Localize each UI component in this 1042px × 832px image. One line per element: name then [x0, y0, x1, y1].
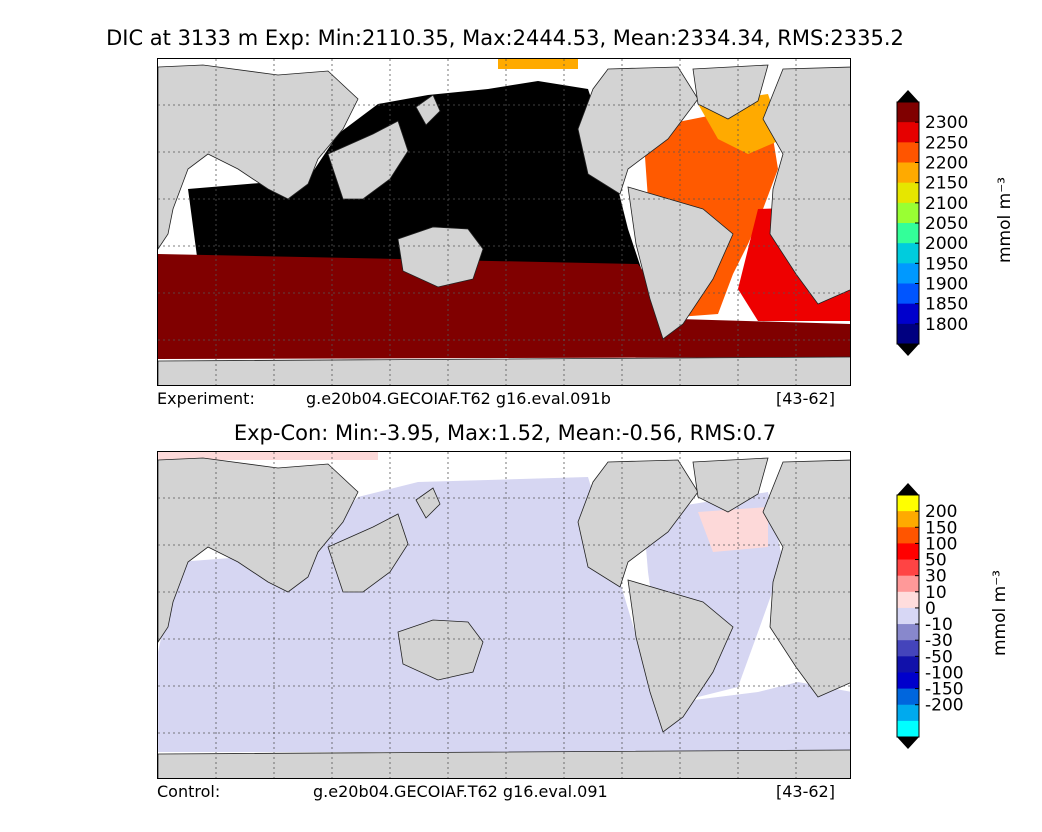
- top-colorbar-segment: [897, 122, 919, 143]
- bottom-colorbar-tick-label: -100: [925, 663, 964, 683]
- bottom-colorbar-segment: [897, 704, 919, 722]
- top-colorbar-segment: [897, 142, 919, 163]
- top-colorbar-tick-label: 2000: [925, 234, 968, 254]
- top-colorbar-segment: [897, 182, 919, 204]
- bottom-colorbar-tick-label: 10: [925, 583, 947, 603]
- top-panel-title: DIC at 3133 m Exp: Min:2110.35, Max:2444…: [106, 26, 904, 50]
- bottom-colorbar-segment: [897, 559, 919, 577]
- bottom-colorbar-segment: [897, 624, 919, 641]
- bottom-caption-case-name: g.e20b04.GECOIAF.T62 g16.eval.091: [313, 782, 608, 801]
- bottom-colorbar-segment: [897, 527, 919, 544]
- top-colorbar-tick-label: 2200: [925, 154, 968, 174]
- top-colorbar-unit: mmol m⁻³: [995, 177, 1015, 263]
- top-colorbar-segment: [897, 303, 919, 325]
- bottom-colorbar-tick-label: 50: [925, 551, 947, 571]
- bottom-colorbar-segment: [897, 511, 919, 528]
- bottom-colorbar-tick-label: -200: [925, 696, 964, 716]
- top-colorbar-segment: [897, 202, 919, 224]
- bottom-colorbar-tick-label: 30: [925, 567, 947, 587]
- top-colorbar-tick-label: 1900: [925, 275, 968, 295]
- bottom-colorbar-tick-label: -150: [925, 680, 964, 700]
- top-colorbar-tick-label: 2050: [925, 214, 968, 234]
- bottom-colorbar-segment: [897, 575, 919, 593]
- bottom-colorbar-tick-label: 200: [925, 502, 957, 522]
- top-colorbar-segment: [897, 243, 919, 264]
- bottom-colorbar-extend-max: [897, 483, 919, 495]
- bottom-colorbar-tick-label: 150: [925, 518, 957, 538]
- bottom-colorbar-segment: [897, 495, 919, 512]
- bottom-caption-control-label: Control:: [157, 782, 221, 801]
- bottom-colorbar-tick-label: -10: [925, 615, 953, 635]
- bottom-colorbar: 200 150 100 50 30 10 0 -10 -30 -50 -100 -150 -200: [896, 483, 987, 749]
- top-colorbar-segment: [897, 162, 919, 184]
- top-caption-case-name: g.e20b04.GECOIAF.T62 g16.eval.091b: [306, 389, 611, 408]
- top-colorbar-segment: [897, 283, 919, 305]
- top-colorbar-segment: [897, 263, 919, 284]
- bottom-map: [157, 451, 851, 779]
- bottom-colorbar-tick-label: -50: [925, 647, 953, 667]
- top-colorbar: 2300 2250 2200 2150 2100 2050 2000 1950 1900 1850…: [896, 90, 987, 356]
- top-colorbar-tick-label: 2250: [925, 133, 968, 153]
- top-colorbar-extend-max: [897, 90, 919, 102]
- bottom-colorbar-segment: [897, 640, 919, 657]
- bottom-colorbar-tick-label: 0: [925, 599, 936, 619]
- top-colorbar-segment: [897, 223, 919, 244]
- top-map: [157, 58, 851, 386]
- bottom-caption-years: [43-62]: [776, 782, 835, 801]
- bottom-colorbar-segment: [897, 607, 919, 625]
- top-caption-experiment-label: Experiment:: [157, 389, 255, 408]
- top-colorbar-segment: [897, 323, 919, 345]
- top-colorbar-tick-label: 1800: [925, 315, 968, 335]
- top-colorbar-tick-label: 1850: [925, 295, 968, 315]
- bottom-colorbar-tick-label: -30: [925, 631, 953, 651]
- top-colorbar-tick-label: 2150: [925, 174, 968, 194]
- top-caption-years: [43-62]: [776, 389, 835, 408]
- bottom-panel-title: Exp-Con: Min:-3.95, Max:1.52, Mean:-0.56…: [233, 421, 777, 445]
- bottom-colorbar-segment: [897, 591, 919, 609]
- top-colorbar-tick-label: 1950: [925, 254, 968, 274]
- top-colorbar-extend-min: [897, 344, 919, 356]
- top-colorbar-tick-label: 2300: [925, 113, 968, 133]
- bottom-colorbar-segment: [897, 688, 919, 706]
- top-colorbar-tick-label: 2100: [925, 194, 968, 214]
- top-colorbar-segment: [897, 102, 919, 123]
- bottom-colorbar-segment: [897, 672, 919, 690]
- bottom-colorbar-segment: [897, 720, 919, 738]
- bottom-colorbar-unit: mmol m⁻³: [990, 570, 1010, 656]
- bottom-colorbar-extend-min: [897, 737, 919, 749]
- bottom-colorbar-tick-label: 100: [925, 534, 957, 554]
- bottom-colorbar-segment: [897, 656, 919, 673]
- bottom-colorbar-segment: [897, 543, 919, 561]
